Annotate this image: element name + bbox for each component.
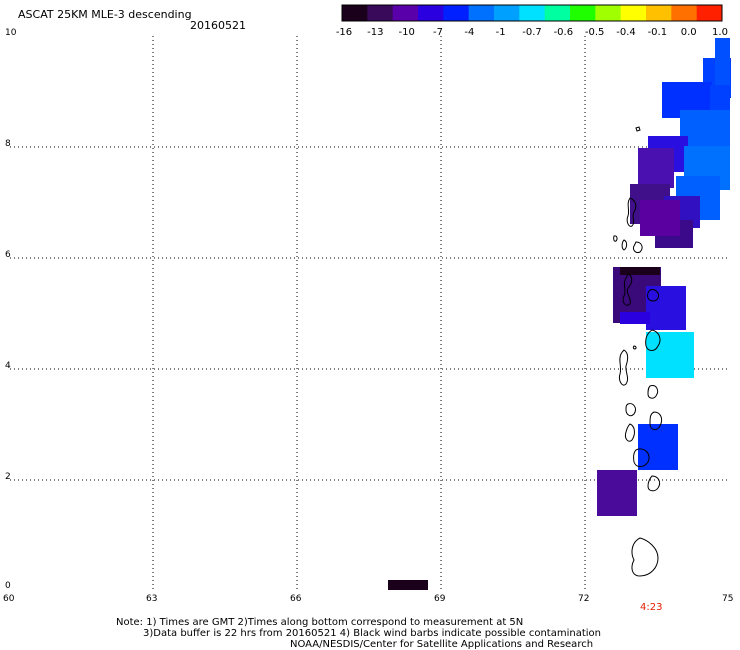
color-bar-segment [696, 5, 723, 21]
color-bar-segment [595, 5, 622, 21]
data-cell [638, 148, 674, 188]
note-line-2: 3)Data buffer is 22 hrs from 20160521 4)… [143, 628, 601, 639]
legend-label: 1.0 [712, 27, 728, 38]
island-outlines [613, 126, 663, 577]
data-cell [646, 286, 686, 330]
y-tick-8: 8 [5, 139, 11, 149]
y-tick-10: 10 [5, 28, 17, 38]
data-cell [680, 110, 730, 150]
map-title: ASCAT 25KM MLE-3 descending [18, 8, 192, 21]
map-date: 20160521 [190, 19, 246, 32]
data-cell [388, 580, 428, 590]
data-cell [715, 38, 730, 88]
grid [10, 36, 730, 590]
x-tick-66: 66 [290, 594, 302, 604]
x-tick-69: 69 [434, 594, 446, 604]
x-tick-63: 63 [146, 594, 158, 604]
color-bar-segment [342, 5, 368, 21]
color-bar-border [341, 4, 723, 22]
legend-label: -10 [398, 27, 415, 38]
color-bar-segment [671, 5, 698, 21]
data-cell [597, 470, 637, 516]
legend-label: -13 [367, 27, 384, 38]
wind-data-cells [388, 38, 731, 590]
y-tick-0: 0 [5, 581, 11, 591]
y-tick-6: 6 [5, 250, 11, 260]
color-bar-segment [620, 5, 647, 21]
x-tick-75: 75 [722, 594, 734, 604]
legend-label: -0.1 [647, 27, 668, 38]
legend-label: -16 [335, 27, 353, 38]
data-cell [620, 267, 660, 275]
color-bar-segment [544, 5, 571, 21]
color-bar-segment [443, 5, 470, 21]
color-bar-segment [494, 5, 520, 21]
data-cell [638, 424, 678, 470]
legend-label: -7 [433, 27, 443, 38]
y-tick-4: 4 [5, 361, 11, 371]
legend-label: -0.5 [584, 27, 605, 38]
color-bar-segment [646, 5, 672, 21]
x-tick-60: 60 [3, 594, 15, 604]
data-cell [620, 312, 650, 324]
legend-label: 0.0 [680, 27, 697, 38]
legend-label: -0.7 [522, 27, 542, 38]
x-tick-72: 72 [578, 594, 590, 604]
note-line-1: Note: 1) Times are GMT 2)Times along bot… [116, 617, 524, 628]
color-bar-segment [392, 5, 419, 21]
legend-label: -0.4 [616, 27, 636, 38]
legend-label: -0.6 [553, 27, 574, 38]
color-bar-segment [418, 5, 444, 21]
color-bar-segment [570, 5, 596, 21]
time-label: 4:23 [640, 602, 663, 613]
data-cell [640, 200, 680, 236]
note-line-3: NOAA/NESDIS/Center for Satellite Applica… [290, 639, 594, 650]
color-bar-segment [519, 5, 546, 21]
color-bar-segment [367, 5, 394, 21]
color-bar [341, 4, 723, 22]
data-cell [646, 332, 694, 378]
color-bar-segment [468, 5, 495, 21]
legend-label: -4 [464, 27, 475, 38]
legend-label: -1 [495, 27, 506, 38]
y-tick-2: 2 [5, 472, 11, 482]
